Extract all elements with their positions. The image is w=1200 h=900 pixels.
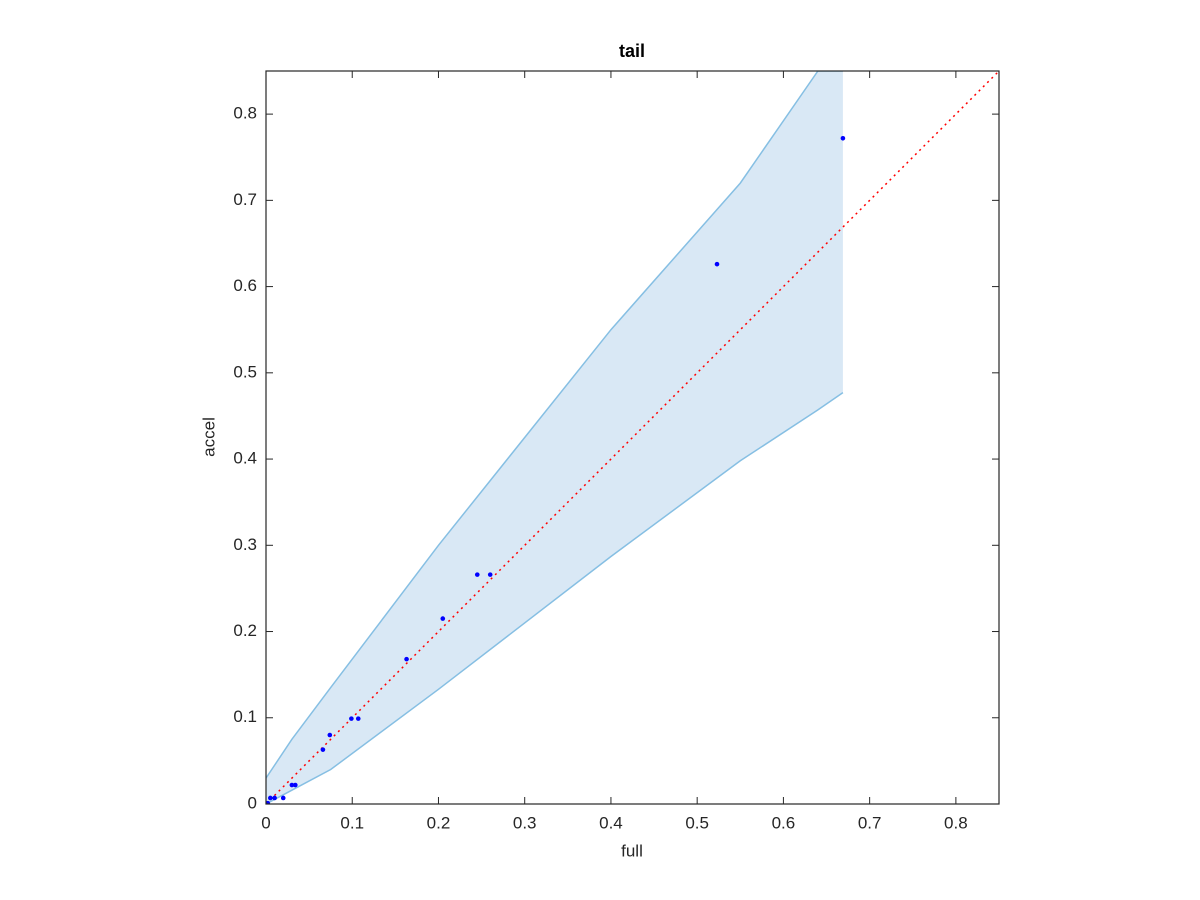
x-tick-label: 0.3 (513, 813, 537, 832)
data-point (714, 261, 720, 267)
data-point (280, 795, 286, 801)
x-tick-label: 0.1 (340, 813, 364, 832)
x-tick-label: 0.6 (772, 813, 796, 832)
y-tick-label: 0.5 (233, 362, 257, 381)
data-point (440, 616, 446, 621)
data-point (268, 795, 273, 801)
data-point (404, 656, 409, 662)
band-lower-edge (266, 392, 844, 804)
x-tick-label: 0.4 (599, 813, 623, 832)
y-tick-label: 0.1 (233, 707, 257, 726)
data-point (266, 800, 271, 804)
band-upper-edge (266, 71, 843, 779)
data-point (487, 572, 493, 577)
data-point (474, 572, 480, 577)
x-tick-label: 0 (261, 813, 270, 832)
x-tick-label: 0.7 (858, 813, 882, 832)
x-axis-label: full (621, 841, 643, 860)
y-tick-label: 0.3 (233, 535, 257, 554)
data-point (355, 716, 361, 721)
data-point (272, 795, 277, 801)
axes-box (265, 70, 1000, 805)
data-point (840, 135, 846, 141)
data-point (289, 782, 295, 788)
x-tick-label: 0.5 (685, 813, 709, 832)
data-point (320, 747, 326, 752)
y-tick-label: 0.8 (233, 104, 257, 123)
data-point (327, 732, 333, 738)
y-tick-label: 0.7 (233, 190, 257, 209)
data-point (349, 716, 354, 721)
x-tick-label: 0.2 (427, 813, 451, 832)
data-point (293, 782, 298, 788)
y-tick-label: 0 (248, 793, 257, 812)
y-axis-label: accel (199, 417, 218, 457)
chart-title: tail (619, 41, 645, 61)
y-tick-label: 0.4 (233, 449, 257, 468)
plot-area (266, 71, 999, 804)
y-tick-label: 0.6 (233, 276, 257, 295)
band-area (266, 71, 843, 804)
y-tick-label: 0.2 (233, 621, 257, 640)
x-tick-label: 0.8 (944, 813, 968, 832)
